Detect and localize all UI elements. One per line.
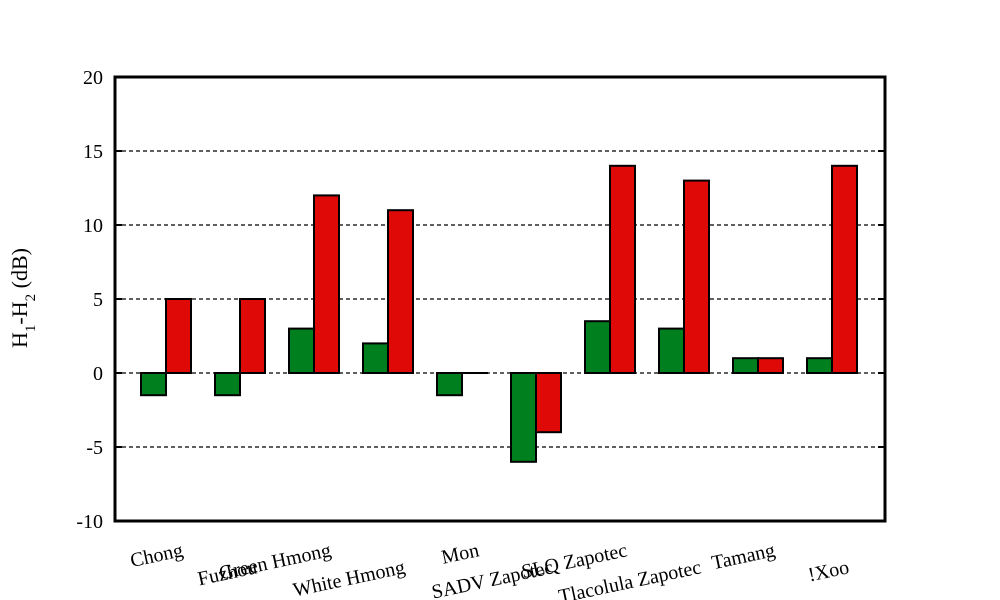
y-tick-label: -5: [86, 437, 103, 459]
bar-red: [313, 194, 340, 374]
bar-green: [214, 372, 241, 397]
bar-red: [831, 164, 858, 374]
bars: [140, 164, 858, 463]
y-axis-label-unit: (dB): [7, 248, 32, 294]
bar-green: [658, 327, 685, 375]
y-axis-label-dash: -H: [7, 301, 32, 324]
bar-green: [806, 357, 833, 375]
y-axis-label-main: H: [7, 332, 32, 348]
y-tick-label: 10: [83, 215, 103, 237]
x-category-label: Tamang: [710, 539, 777, 574]
bar-green: [288, 327, 315, 375]
y-axis-label-sub1: 1: [23, 325, 39, 333]
bar-red: [239, 298, 266, 374]
x-category-label: !Xoo: [806, 556, 851, 586]
bar-green: [732, 357, 759, 375]
grid-lines: [115, 150, 885, 448]
bar-green: [362, 342, 389, 374]
bar-red: [609, 164, 636, 374]
y-tick-label: 0: [93, 363, 103, 385]
bar-red: [387, 209, 414, 374]
y-axis-label: H1-H2 (dB): [7, 248, 39, 348]
y-tick-label: 15: [83, 141, 103, 163]
y-tick-label: 20: [83, 67, 103, 89]
bar-red: [165, 298, 192, 374]
bar-green: [140, 372, 167, 397]
y-axis-label-sub2: 2: [23, 294, 39, 302]
bar-green: [510, 372, 537, 463]
x-category-label: Chong: [128, 539, 185, 572]
bar-green: [584, 320, 611, 375]
bar-red: [535, 372, 562, 434]
bar-red: [683, 179, 710, 374]
y-tick-label: -10: [76, 511, 103, 533]
bar-green: [436, 372, 463, 397]
y-tick-label: 5: [93, 289, 103, 311]
bar-red: [757, 357, 784, 375]
y-axis-ticks: -10 -5 0 5 10 15 20: [76, 67, 885, 533]
x-category-label: Mon: [439, 539, 481, 568]
